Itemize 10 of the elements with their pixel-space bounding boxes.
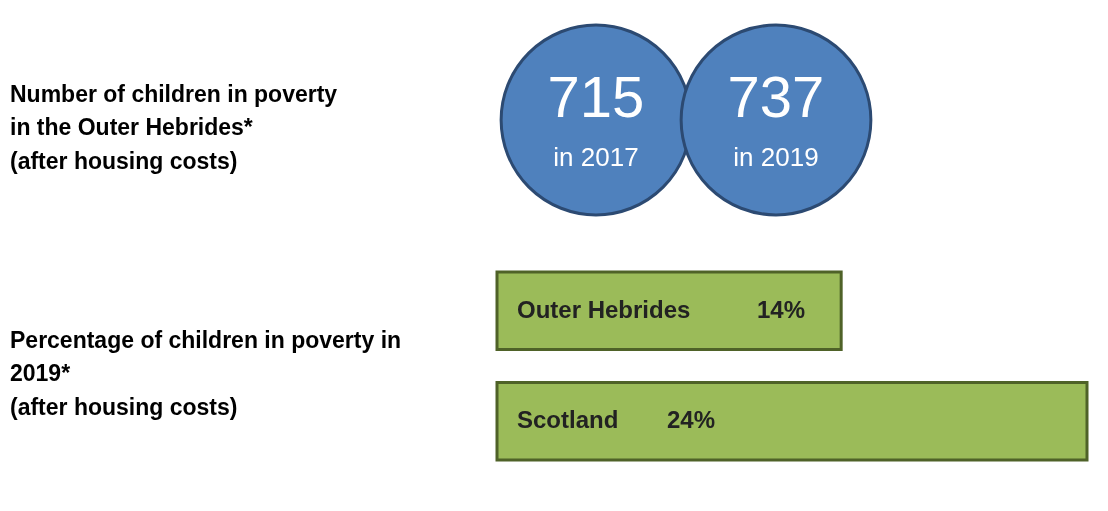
data-label: 24% (667, 406, 716, 434)
data-label: 737 (727, 64, 825, 129)
y-tick-label: Outer Hebrides (517, 295, 691, 323)
text: Number of children in poverty in the Outer Hebrides* (after housing costs) (9, 80, 339, 176)
category-label: in 2017 (553, 142, 639, 172)
data-label: 715 (547, 64, 645, 129)
data-label: 14% (757, 295, 806, 323)
y-tick-label: Scotland (517, 406, 619, 434)
category-label: in 2019 (733, 142, 819, 172)
text: Percentage of children in poverty in 2019* (after housing costs) (9, 326, 403, 422)
